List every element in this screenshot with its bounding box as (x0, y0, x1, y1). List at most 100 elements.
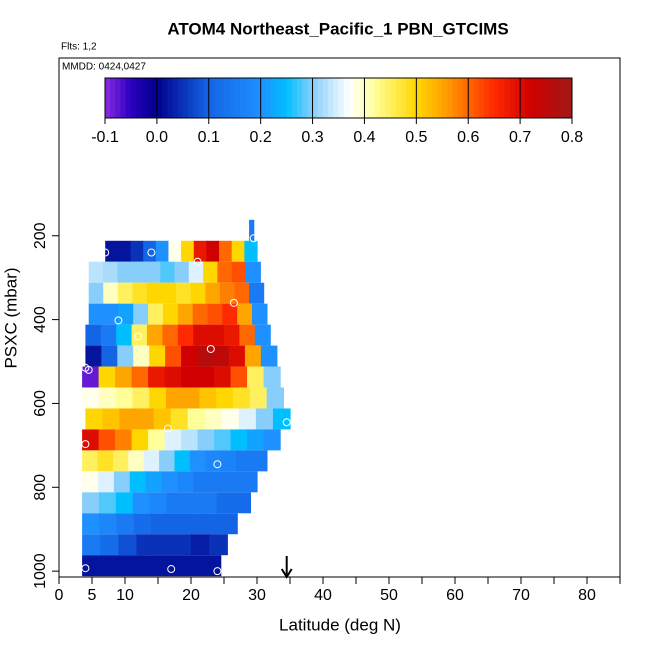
colorbar-segment (561, 78, 568, 118)
heatmap-cell (82, 555, 103, 577)
heatmap-cell (217, 261, 233, 283)
heatmap-cell (103, 282, 119, 304)
heatmap-cell (85, 408, 104, 430)
colorbar-segment (182, 78, 189, 118)
colorbar-segment (198, 78, 205, 118)
heatmap-cell (197, 366, 215, 388)
heatmap-cell (244, 240, 258, 262)
heatmap-cell (214, 366, 232, 388)
flight-marker (213, 567, 222, 576)
heatmap-cell (183, 492, 201, 514)
heatmap-cell (202, 513, 221, 535)
heatmap-cell (117, 282, 134, 304)
heatmap-cell (177, 303, 194, 325)
colorbar-segment (504, 78, 511, 118)
heatmap-cell (177, 324, 194, 346)
heatmap-cell (82, 534, 101, 556)
x-tick-label: 5 (88, 587, 97, 604)
heatmap-cell (228, 345, 246, 367)
heatmap-cell (168, 513, 187, 535)
heatmap-cell (249, 282, 265, 304)
heatmap-cell (174, 450, 191, 472)
heatmap-cell (113, 471, 131, 493)
heatmap-cell (133, 513, 152, 535)
heatmap-cell (197, 429, 215, 451)
flight-marker (249, 234, 258, 243)
heatmap-cell (117, 261, 133, 283)
colorbar-segment (234, 78, 241, 118)
heatmap-cell (251, 450, 268, 472)
heatmap-cell (193, 324, 210, 346)
heatmap-cell (131, 429, 149, 451)
heatmap-cell (82, 450, 99, 472)
heatmap-cell (147, 324, 163, 346)
colorbar-segment (224, 78, 231, 118)
heatmap-cell (199, 492, 218, 514)
heatmap-cell (241, 471, 258, 493)
heatmap-cell (193, 240, 207, 262)
heatmap-cell (191, 534, 210, 556)
colorbar-segment (468, 78, 474, 118)
heatmap-cell (130, 240, 144, 262)
colorbar-segment (281, 78, 288, 118)
heatmap-cell (247, 366, 265, 388)
chart-title: ATOM4 Northeast_Pacific_1 PBN_GTCIMS (167, 19, 508, 38)
colorbar-segment (162, 78, 168, 118)
colorbar-segment (120, 78, 127, 118)
colorbar-segment (359, 78, 365, 118)
y-tick-label: 200 (32, 222, 49, 249)
colorbar-tick-label: 0.5 (405, 129, 427, 146)
heatmap-cell (121, 555, 143, 577)
colorbar-segment (525, 78, 531, 118)
colorbar-tick-label: -0.1 (91, 129, 119, 146)
colorbar-segment (156, 78, 163, 118)
colorbar-segment (416, 78, 423, 118)
heatmap-cell (249, 387, 268, 409)
flight-marker (213, 460, 222, 469)
heatmap-cell (225, 471, 242, 493)
heatmap-cell (247, 429, 265, 451)
heatmap-cell (165, 345, 182, 367)
heatmap-cell (190, 282, 206, 304)
heatmap-cell (192, 303, 209, 325)
colorbar-segment (239, 78, 246, 118)
colorbar-segment (400, 78, 407, 118)
heatmap-cell (181, 366, 199, 388)
heatmap-cell (88, 303, 105, 325)
heatmap-cell (206, 240, 220, 262)
colorbar-segment (328, 78, 334, 118)
heatmap-cell (132, 387, 150, 409)
heatmap-cell (148, 366, 166, 388)
heatmap-cell (162, 324, 179, 346)
colorbar-segment (255, 78, 262, 118)
colorbar-segment (385, 78, 391, 118)
heatmap-cell (216, 492, 235, 514)
colorbar-segment (260, 78, 267, 118)
heatmap-cell (151, 513, 169, 535)
dates-note: MMDD: 0424,0427 (62, 62, 146, 73)
colorbar-segment (219, 78, 225, 118)
colorbar-segment (405, 78, 412, 118)
colorbar-segment (520, 78, 526, 118)
flight-marker (81, 564, 90, 573)
colorbar-tick-label: 0.2 (250, 129, 272, 146)
heatmap-cell (154, 534, 174, 556)
heatmap-cell (174, 261, 190, 283)
colorbar-segment (146, 78, 153, 118)
heatmap-cell (103, 303, 119, 325)
heatmap-cell (161, 282, 177, 304)
colorbar-segment (499, 78, 506, 118)
colorbar-segment (369, 78, 376, 118)
heatmap-cell (214, 429, 232, 451)
colorbar-segment (245, 78, 251, 118)
x-tick-label: 30 (248, 587, 266, 604)
colorbar-segment (110, 78, 116, 118)
heatmap-cell (197, 345, 214, 367)
heatmap-cell (159, 450, 176, 472)
colorbar-segment (354, 78, 360, 118)
colorbar-segment (291, 78, 298, 118)
heatmap-cell (101, 345, 118, 367)
colorbar-segment (546, 78, 552, 118)
x-tick-label: 80 (578, 587, 596, 604)
x-tick-label: 60 (446, 587, 464, 604)
